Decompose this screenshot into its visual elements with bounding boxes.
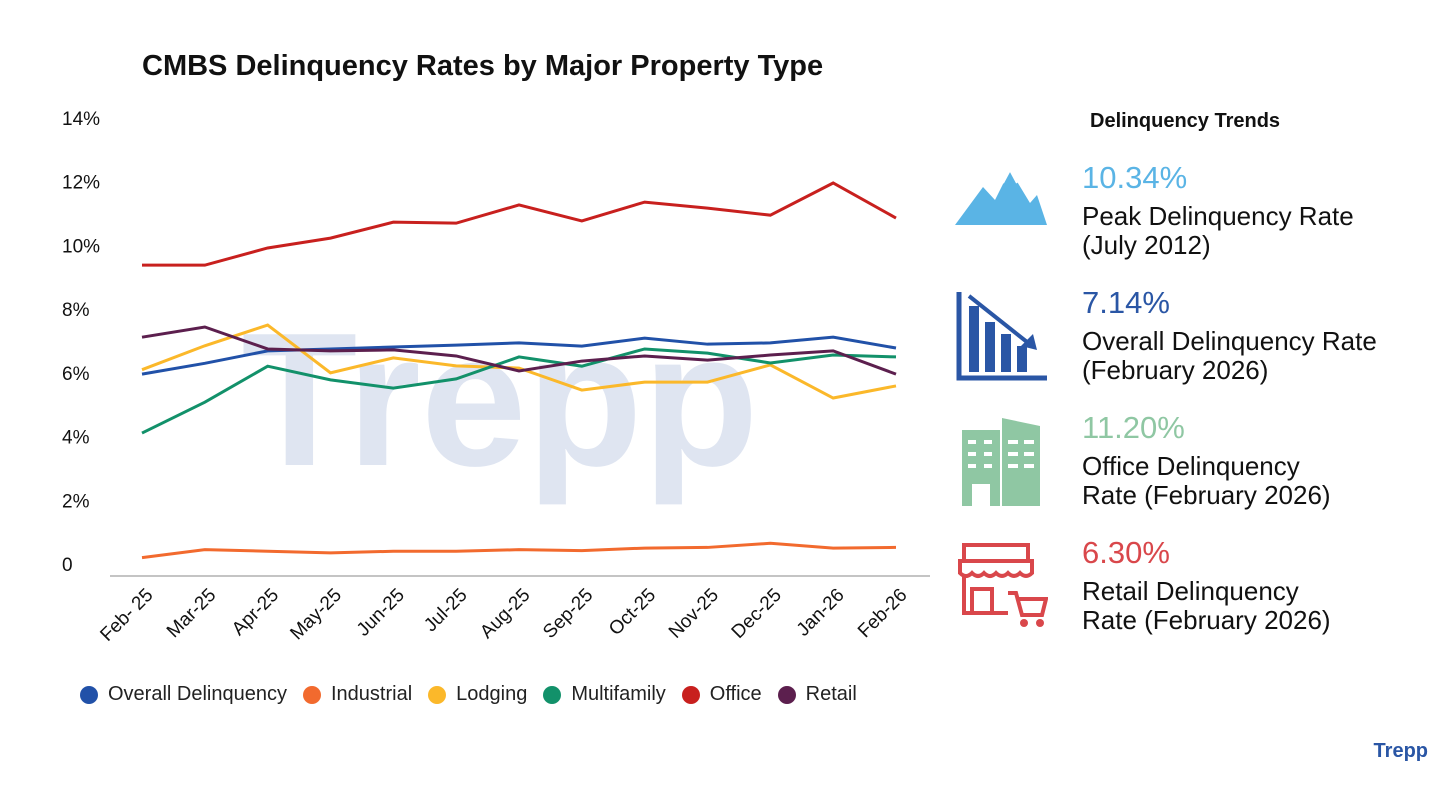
x-tick-label: Feb-26	[854, 585, 911, 642]
legend-item: Overall Delinquency	[80, 683, 287, 706]
stat-label: Retail Delinquency	[1082, 576, 1299, 606]
stat-sublabel: (July 2012)	[1082, 230, 1211, 260]
watermark: Trepp	[241, 294, 758, 506]
x-tick-label: Mar-25	[163, 585, 220, 642]
stat-sublabel: Rate (February 2026)	[1082, 480, 1331, 510]
legend-item: Retail	[777, 683, 857, 706]
series-line-industrial	[141, 541, 897, 560]
stat-label: Peak Delinquency Rate	[1082, 201, 1354, 231]
panel-title: Delinquency Trends	[1090, 110, 1281, 132]
legend-label: Multifamily	[571, 683, 666, 705]
x-tick-label: Aug-25	[476, 585, 534, 643]
stat-card: 7.14% Overall Delinquency Rate (February 2…	[1082, 285, 1377, 385]
x-tick-label: Nov-25	[665, 585, 723, 643]
y-tick-label: 0	[62, 555, 73, 576]
x-tick-label: Jul-25	[420, 585, 471, 636]
stat-value: 10.34%	[1082, 160, 1188, 195]
x-tick-label: Dec-25	[728, 585, 786, 643]
x-tick-label: Apr-25	[228, 585, 283, 640]
series-line-overall-delinquency	[141, 335, 897, 376]
legend-label: Lodging	[456, 683, 528, 705]
legend-dot	[777, 685, 796, 704]
stat-value: 6.30%	[1082, 535, 1170, 570]
legend-item: Industrial	[302, 683, 413, 706]
legend-label: Office	[709, 683, 762, 705]
legend-label: Retail	[805, 683, 857, 705]
series-line-multifamily	[141, 347, 897, 435]
stat-card: 10.34% Peak Delinquency Rate (July 2012)	[1082, 160, 1354, 260]
legend-dot	[681, 685, 700, 704]
stat-value: 11.20%	[1082, 410, 1185, 445]
legend-item: Office	[681, 683, 762, 706]
x-tick-label: Oct-25	[605, 585, 660, 640]
y-tick-label: 6%	[62, 364, 90, 385]
legend-dot	[428, 685, 447, 704]
mountain-icon	[955, 167, 1047, 225]
legend-dot	[302, 685, 321, 704]
legend-dot	[80, 685, 98, 704]
stat-sublabel: (February 2026)	[1082, 355, 1269, 385]
declining-bar-chart-icon	[956, 292, 1047, 381]
storefront-cart-icon	[958, 543, 1048, 627]
legend-label: Industrial	[330, 683, 413, 705]
stat-sublabel: Rate (February 2026)	[1082, 605, 1331, 635]
y-tick-label: 2%	[62, 491, 90, 512]
line-chart: Trepp 0 2% 4% 6% 8% 10% 12% 14% Feb- 25 Mar-25 Apr…	[62, 109, 930, 646]
series-line-retail	[141, 325, 897, 376]
legend-dot	[543, 685, 562, 704]
x-tick-label: Sep-25	[539, 585, 597, 643]
y-tick-label: 14%	[62, 109, 100, 130]
x-tick-label: Jun-25	[353, 585, 409, 641]
y-tick-label: 8%	[62, 300, 90, 321]
y-tick-label: 4%	[62, 428, 90, 449]
stat-label: Overall Delinquency Rate	[1082, 326, 1377, 356]
x-tick-label: Feb- 25	[96, 585, 157, 646]
x-tick-label: May-25	[286, 585, 346, 645]
legend-item: Multifamily	[543, 683, 666, 706]
stat-card: 6.30% Retail Delinquency Rate (February 20…	[1082, 535, 1331, 635]
series-line-lodging	[141, 323, 897, 400]
stat-value: 7.14%	[1082, 285, 1170, 320]
chart-legend: Overall Delinquency Industrial Lodging Mult…	[80, 683, 857, 706]
chart-title: CMBS Delinquency Rates by Major Property…	[142, 50, 824, 82]
stat-label: Office Delinquency	[1082, 451, 1300, 481]
stat-card: 11.20% Office Delinquency Rate (February 2…	[1082, 410, 1331, 510]
y-tick-label: 10%	[62, 236, 100, 257]
legend-item: Lodging	[428, 683, 527, 706]
x-tick-label: Jan-26	[793, 585, 849, 641]
legend-label: Overall Delinquency	[108, 683, 287, 705]
y-tick-label: 12%	[62, 173, 100, 194]
trepp-logo: Trepp	[1373, 740, 1428, 762]
office-building-icon	[962, 418, 1040, 506]
series-line-office	[142, 181, 897, 267]
